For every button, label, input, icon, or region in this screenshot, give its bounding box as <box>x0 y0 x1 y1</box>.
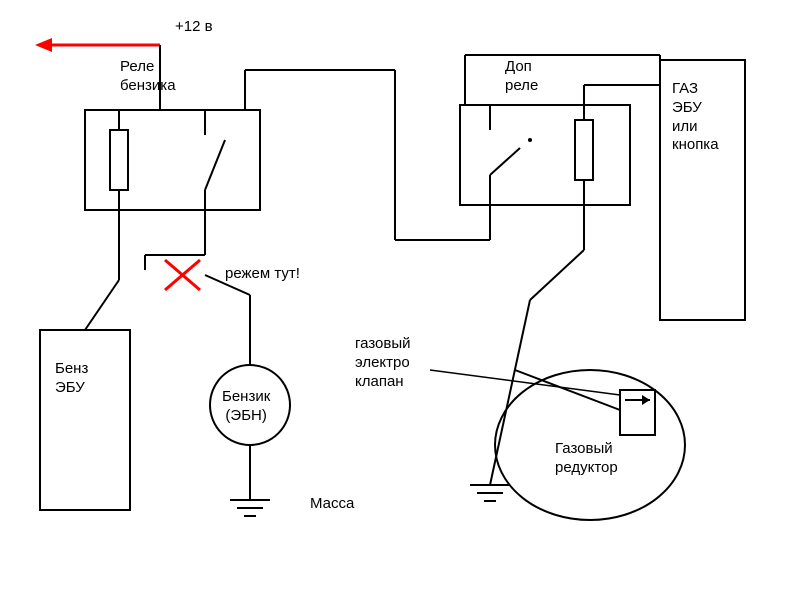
dop-relay <box>460 105 630 205</box>
cut-mark <box>165 260 200 290</box>
benzik-ebn-label: Бензик (ЭБН) <box>222 388 270 426</box>
gas-valve-label: газовый электро клапан <box>355 335 411 391</box>
voltage-label: +12 в <box>175 18 213 37</box>
gaz-ebu-label: ГАЗ ЭБУ или кнопка <box>672 80 719 155</box>
benz-ebu-box <box>40 330 130 510</box>
ground-symbol <box>470 485 510 501</box>
gas-reducer-label: Газовый редуктор <box>555 440 618 478</box>
relay-benzik <box>85 110 260 210</box>
mass-label: Масса <box>310 495 354 514</box>
schematic-diagram: +12 в Реле бензика Доп реле ГАЗ ЭБУ или … <box>0 0 800 600</box>
cut-here-label: режем тут! <box>225 265 300 284</box>
ground-symbol <box>230 500 270 516</box>
benz-ebu-label: Бенз ЭБУ <box>55 360 88 398</box>
relay-benzik-label: Реле бензика <box>120 58 176 96</box>
dop-relay-label: Доп реле <box>505 58 538 96</box>
gas-valve <box>620 390 655 435</box>
wire <box>530 250 584 300</box>
wire <box>515 370 620 410</box>
wire <box>85 280 119 330</box>
